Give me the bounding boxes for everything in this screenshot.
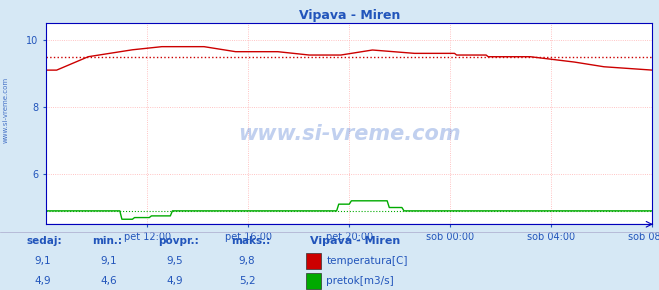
Text: 9,1: 9,1 <box>100 256 117 266</box>
Text: sedaj:: sedaj: <box>26 236 62 246</box>
Text: 5,2: 5,2 <box>239 276 256 286</box>
Text: 9,8: 9,8 <box>239 256 256 266</box>
Text: min.:: min.: <box>92 236 123 246</box>
Text: temperatura[C]: temperatura[C] <box>326 256 408 266</box>
Text: 9,1: 9,1 <box>34 256 51 266</box>
Text: www.si-vreme.com: www.si-vreme.com <box>238 124 461 144</box>
Title: Vipava - Miren: Vipava - Miren <box>299 9 400 22</box>
Text: povpr.:: povpr.: <box>158 236 199 246</box>
Text: 4,6: 4,6 <box>100 276 117 286</box>
Text: 4,9: 4,9 <box>34 276 51 286</box>
Text: www.si-vreme.com: www.si-vreme.com <box>2 77 9 143</box>
Text: Vipava - Miren: Vipava - Miren <box>310 236 400 246</box>
Text: pretok[m3/s]: pretok[m3/s] <box>326 276 394 286</box>
Text: 4,9: 4,9 <box>166 276 183 286</box>
Text: maks.:: maks.: <box>231 236 270 246</box>
Text: 9,5: 9,5 <box>166 256 183 266</box>
